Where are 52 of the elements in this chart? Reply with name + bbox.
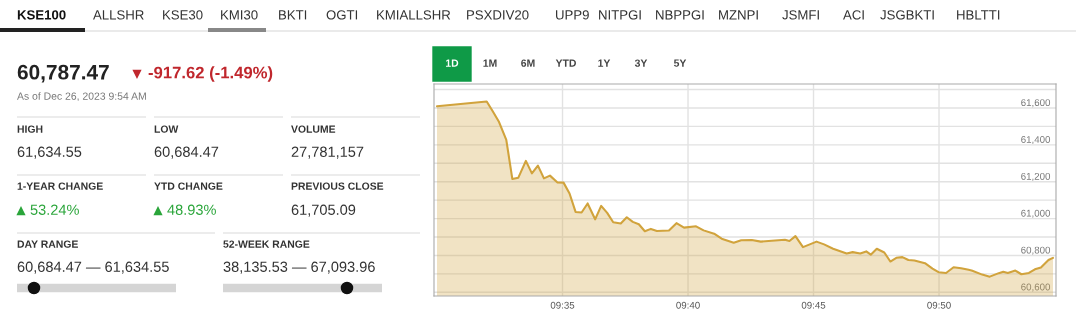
text: YTD	[555, 59, 576, 67]
text: 1Y	[598, 59, 611, 67]
y-tick-label: 60,800	[1021, 246, 1051, 255]
x-tick-label: 09:40	[676, 301, 700, 309]
text: DAY RANGE	[17, 240, 78, 248]
text: LOW	[154, 125, 179, 133]
text: PREVIOUS CLOSE	[291, 182, 384, 190]
y-tick-label: 61,000	[1021, 209, 1051, 218]
text: PSXDIV20	[467, 10, 529, 20]
text: 60,684.47 — 61,634.55	[17, 261, 169, 274]
text: 1M	[483, 59, 497, 67]
y-tick-label: 61,600	[1021, 99, 1051, 108]
y-tick-label: 61,400	[1021, 136, 1051, 145]
text: JSGBKTI	[880, 10, 934, 20]
text: OGTI	[326, 10, 358, 20]
text: YTD CHANGE	[154, 182, 223, 190]
text: 38,135.53 — 67,093.96	[223, 261, 375, 274]
text: KSE100	[17, 10, 66, 20]
text: UPP9	[556, 10, 589, 20]
text: 48.93%	[167, 204, 216, 215]
text: 3Y	[634, 59, 648, 67]
text: 27,781,157	[291, 146, 364, 159]
text: 60,684.47	[154, 146, 219, 159]
x-tick-label: 09:35	[550, 301, 575, 309]
text: 52-WEEK RANGE	[223, 240, 310, 248]
text: ACI	[843, 10, 864, 20]
text: 5Y	[673, 59, 687, 67]
text: 61,634.55	[17, 146, 82, 159]
text: KMIALLSHR	[377, 10, 451, 20]
text: 53.24%	[30, 204, 79, 215]
text: -917.62 (-1.49%)	[148, 66, 273, 82]
y-tick-label: 61,200	[1021, 172, 1051, 181]
x-tick-label: 09:45	[801, 301, 826, 309]
text: 1D	[446, 59, 459, 67]
text: ALLSHR	[93, 10, 144, 20]
text: 61,705.09	[291, 204, 356, 217]
text: VOLUME	[291, 125, 336, 133]
text: KSE30	[163, 10, 203, 20]
text: BKTI	[279, 10, 307, 20]
text: HIGH	[17, 125, 43, 133]
text: NITPGI	[599, 10, 641, 20]
text: KMI30	[221, 10, 258, 20]
y-tick-label: 60,600	[1021, 283, 1051, 292]
text: 6M	[521, 59, 535, 67]
text: HBLTTI	[957, 10, 1000, 20]
text: JSMFI	[782, 10, 819, 20]
text: 1-YEAR CHANGE	[17, 182, 103, 190]
x-tick-label: 09:50	[927, 301, 951, 309]
text: 60,787.47	[17, 64, 109, 83]
text: MZNPI	[719, 10, 758, 20]
text: NBPPGI	[656, 10, 704, 20]
text: As of Dec 26, 2023 9:54 AM	[17, 92, 146, 102]
